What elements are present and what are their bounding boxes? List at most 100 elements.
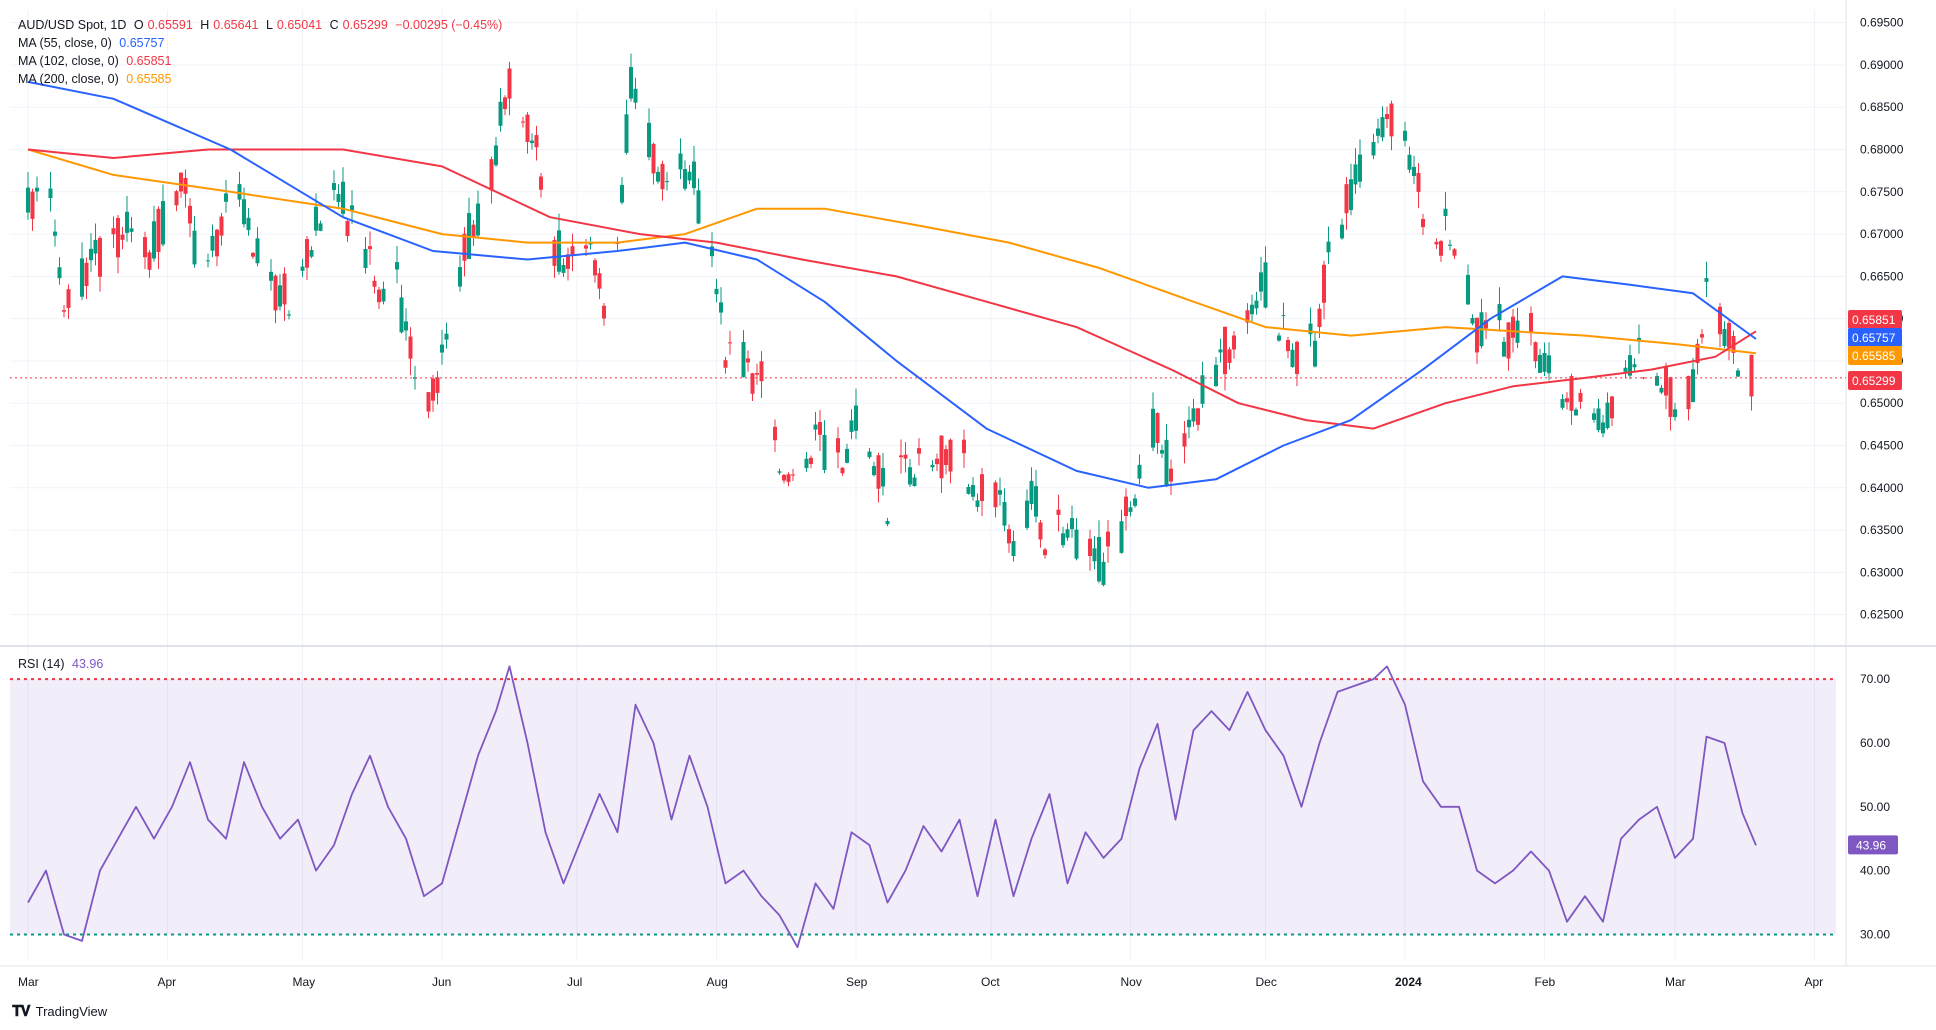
candle-body — [1403, 130, 1407, 141]
ma55-label: MA (55, close, 0) — [18, 36, 112, 50]
ma102-legend[interactable]: MA (102, close, 0) 0.65851 — [18, 52, 175, 70]
candle-body — [633, 88, 638, 103]
candle-body — [1245, 310, 1250, 323]
candle-body — [971, 485, 975, 497]
candle-body — [404, 321, 408, 331]
candle-body — [602, 305, 606, 319]
candle-body — [1263, 262, 1268, 308]
candle-body — [341, 181, 345, 214]
rsi-legend[interactable]: RSI (14) 43.96 — [18, 655, 107, 673]
candle-body — [836, 438, 840, 453]
candle-body — [1070, 518, 1074, 530]
candle-body — [1578, 392, 1583, 402]
ma200-line[interactable] — [27, 148, 1757, 355]
candle-body — [1169, 468, 1173, 482]
candle-body — [539, 176, 543, 190]
candle-body — [741, 342, 746, 378]
candle-body — [219, 216, 224, 236]
rsi-tick-label: 30.00 — [1860, 927, 1890, 941]
ma55-value: 0.65757 — [119, 36, 165, 50]
candle-body — [710, 246, 714, 257]
candle-body — [687, 171, 692, 181]
candle-body — [363, 248, 368, 268]
candle-body — [939, 435, 944, 479]
candle-body — [1565, 398, 1569, 403]
candle-body — [746, 358, 750, 363]
rsi-line[interactable] — [27, 665, 1757, 949]
time-tick-label: Nov — [1121, 975, 1142, 989]
time-tick-label: Sep — [846, 975, 868, 989]
ma102-value: 0.65851 — [126, 54, 172, 68]
candle-body — [692, 161, 696, 189]
candle-body — [246, 217, 251, 231]
candle-body — [818, 422, 822, 435]
candle-body — [129, 228, 134, 232]
ma200-legend[interactable]: MA (200, close, 0) 0.65585 — [18, 70, 175, 88]
candle-body — [849, 420, 854, 432]
candle-body — [980, 474, 984, 502]
candle-body — [1124, 496, 1128, 517]
candle-body — [1434, 241, 1439, 245]
candle-body — [1371, 141, 1376, 156]
candle-body — [1547, 355, 1551, 374]
candle-body — [1443, 208, 1448, 216]
price-tick-label: 0.68000 — [1860, 143, 1904, 157]
candle-body — [345, 220, 350, 237]
candle-body — [1452, 249, 1457, 256]
candle-body — [714, 288, 719, 295]
candle-body — [1322, 264, 1326, 303]
candle-body — [35, 187, 39, 192]
candle-body — [1155, 413, 1160, 444]
candle-body — [1529, 313, 1533, 333]
candle-body — [867, 451, 872, 458]
candle-body — [1736, 370, 1740, 377]
ma55-line[interactable] — [27, 80, 1757, 489]
time-tick-label: Mar — [1665, 975, 1686, 989]
candle-body — [1691, 369, 1695, 403]
candle-body — [1700, 334, 1704, 338]
price-tick-label: 0.69000 — [1860, 58, 1904, 72]
candle-body — [822, 434, 827, 470]
candle-body — [1659, 387, 1664, 393]
rsi-tick-label: 70.00 — [1860, 672, 1890, 686]
rsi-band — [10, 678, 1836, 936]
candle-body — [966, 486, 971, 494]
candle-body — [1034, 486, 1038, 517]
candle-body — [1596, 408, 1601, 431]
candle-body — [332, 183, 336, 190]
candle-body — [255, 238, 260, 264]
candle-body — [1668, 377, 1673, 417]
price-tick-label: 0.64000 — [1860, 481, 1904, 495]
candle-body — [156, 208, 161, 253]
candle-body — [1749, 354, 1754, 397]
high-label: H — [200, 18, 210, 32]
candle-body — [1065, 529, 1070, 538]
candle-body — [1448, 244, 1452, 246]
price-tick-label: 0.67000 — [1860, 227, 1904, 241]
candle-body — [876, 455, 881, 489]
candle-body — [908, 467, 912, 485]
candle-body — [728, 342, 732, 344]
candle-body — [1385, 114, 1389, 120]
candle-body — [534, 135, 539, 148]
change-value: −0.00295 (−0.45%) — [395, 18, 503, 32]
candle-body — [1506, 322, 1511, 359]
candle-body — [804, 458, 809, 469]
candle-body — [1605, 402, 1610, 429]
candle-body — [48, 188, 53, 199]
candle-body — [1218, 349, 1223, 353]
candle-body — [1542, 353, 1547, 372]
candle-body — [1569, 376, 1574, 411]
candle-body — [278, 285, 282, 307]
candle-body — [1484, 320, 1488, 329]
candle-body — [1358, 154, 1362, 182]
ma55-legend[interactable]: MA (55, close, 0) 0.65757 — [18, 34, 168, 52]
low-label: L — [265, 18, 273, 32]
candle-body — [813, 424, 818, 430]
price-axis-badge — [1848, 371, 1902, 390]
tradingview-brand[interactable]: 𝐓𝐕 TradingView — [12, 1003, 107, 1020]
rsi-axis-badge-label: 43.96 — [1856, 838, 1886, 852]
moving-averages-layer — [27, 80, 1757, 489]
ma102-line[interactable] — [27, 148, 1757, 430]
